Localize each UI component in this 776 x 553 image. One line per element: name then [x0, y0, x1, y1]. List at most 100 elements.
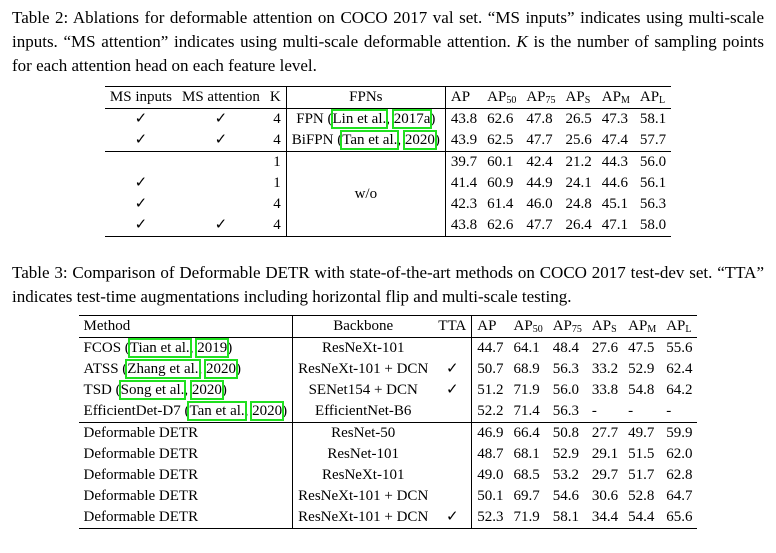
table-cell: 52.9: [552, 446, 579, 462]
table-cell: 71.9: [513, 382, 540, 398]
table-caption: Table 2: Ablations for deformable attent…: [12, 6, 764, 78]
table-cell: 62.6: [487, 111, 514, 127]
table-cell: 27.7: [591, 425, 619, 441]
column-header: APL: [661, 316, 697, 338]
row-group: 1 w/o 39.7 60.1 42.4 21.2 44.3 56.0 ✓ 1 41.4 60.9 44…: [104, 151, 672, 237]
table-cell: ✓: [134, 175, 148, 191]
table-cell: 52.8: [628, 488, 655, 504]
table-cell: ATSS (Zhang et al., 2020): [78, 359, 294, 380]
table-cell: 58.1: [639, 111, 667, 127]
table-cell: 50.8: [552, 425, 579, 441]
text-segment: ,: [184, 382, 192, 398]
metric-subscript: S: [611, 324, 617, 335]
table-cell: ✓: [214, 111, 228, 127]
table-cell: ✓: [134, 132, 148, 148]
table-row: Deformable DETR ResNet-101 48.7 68.1 52.9 29.…: [78, 444, 698, 465]
table-cell: 25.6: [565, 132, 592, 148]
text-segment: ): [282, 403, 288, 419]
table-cell: 60.9: [487, 175, 514, 191]
citation-link: 2020: [250, 401, 285, 421]
table-header: Method Backbone TTA AP AP50 AP75 APS APM APL: [78, 315, 698, 338]
table-cell: 60.1: [487, 154, 514, 170]
citation-link: Lin et al.: [330, 109, 389, 129]
empty-cell: [433, 422, 473, 444]
table-cell: 64.1: [513, 340, 540, 356]
table-cell: 68.9: [513, 361, 540, 377]
table-cell: 34.4: [591, 509, 619, 525]
caption-text: is the number of sampling points for eac…: [12, 32, 765, 75]
table-cell: Deformable DETR: [78, 444, 294, 465]
table-cell: EfficientDet-D7 (Tan et al., 2020): [78, 401, 294, 423]
table-row: ✓ 1 41.4 60.9 44.9 24.1 44.6 56.1: [105, 173, 671, 194]
table-cell: 47.1: [601, 217, 629, 233]
table-cell: 48.4: [552, 340, 579, 356]
table-cell: Deformable DETR: [78, 507, 294, 529]
table-cell: 42.3: [450, 196, 478, 212]
metric-name: AP: [526, 89, 546, 105]
table-cell: 52.9: [628, 361, 655, 377]
table-cell: ✓: [134, 217, 148, 233]
table-cell: 47.5: [628, 340, 655, 356]
table-row: ✓ ✓ 4 BiFPN (Tan et al., 2020) 43.9 62.5 47.7 2…: [105, 130, 671, 152]
table-cell: 68.1: [513, 446, 540, 462]
table-cell: 56.3: [552, 361, 579, 377]
table-cell: SENet154 + DCN: [308, 382, 418, 398]
table-cell: Deformable DETR: [78, 465, 294, 486]
text-segment: ATSS (: [83, 361, 128, 377]
table-header: MS inputs MS attention K FPNs AP AP50 AP75 APS A…: [104, 86, 672, 109]
text-segment: ,: [198, 361, 207, 377]
table-cell: 51.7: [628, 467, 655, 483]
empty-cell: [433, 486, 473, 507]
column-header: AP50: [509, 316, 548, 338]
table-row: FCOS (Tian et al., 2019) ResNeXt-101 44.7 6…: [78, 337, 698, 359]
table-row: ✓ 4 42.3 61.4 46.0 24.8 45.1 56.3: [105, 194, 671, 215]
column-header: APM: [597, 87, 635, 109]
citation-link: 2020: [204, 359, 239, 379]
table-cell: 50.1: [477, 488, 504, 504]
table-cell: 47.7: [526, 217, 553, 233]
table-cell: 47.7: [526, 132, 553, 148]
table-cell: 62.0: [666, 446, 693, 462]
table-cell: 44.3: [601, 154, 629, 170]
table-cell: 46.0: [526, 196, 553, 212]
table-cell: 1: [264, 151, 287, 173]
empty-cell: [433, 465, 473, 486]
table-cell: 48.7: [477, 446, 504, 462]
table-cell: 52.3: [477, 509, 504, 525]
table-cell: ✓: [214, 217, 228, 233]
text-segment: FCOS (: [83, 340, 130, 356]
table-cell: 68.5: [513, 467, 540, 483]
text-segment: ): [221, 382, 227, 398]
citation-link: Tan et al.: [340, 130, 400, 150]
table-cell: -: [666, 403, 672, 419]
table-cell: 61.4: [487, 196, 514, 212]
caption-text: K: [516, 32, 528, 51]
metric-subscript: L: [685, 324, 692, 335]
metric-subscript: S: [584, 95, 591, 106]
table-cell: 41.4: [450, 175, 478, 191]
column-header: AP75: [521, 87, 560, 109]
table-cell: ✓: [433, 359, 473, 380]
header-row: MS inputs MS attention K FPNs AP AP50 AP75 APS A…: [104, 86, 672, 109]
table-cell: ResNeXt-101 + DCN: [298, 488, 429, 504]
table-caption: Table 3: Comparison of Deformable DETR w…: [12, 261, 764, 309]
table-cell: 51.5: [628, 446, 655, 462]
table-cell: 43.9: [450, 132, 478, 148]
table-row: TSD (Song et al., 2020) SENet154 + DCN ✓ 51…: [78, 380, 698, 401]
metric-name: AP: [639, 89, 660, 105]
citation-link: 2017a: [391, 109, 433, 129]
table-cell: 65.6: [666, 509, 693, 525]
citation-link: Song et al.: [118, 380, 187, 400]
empty-cell: [105, 152, 177, 174]
table-cell: 71.9: [513, 509, 540, 525]
table-cell: 21.2: [565, 154, 592, 170]
column-header: APS: [587, 316, 623, 338]
metric-subscript: M: [620, 95, 630, 106]
table-cell: 24.1: [565, 175, 592, 191]
table-cell: 69.7: [513, 488, 540, 504]
row-group: FCOS (Tian et al., 2019) ResNeXt-101 44.7 6…: [78, 337, 698, 423]
table-cell: 58.1: [552, 509, 579, 525]
table-cell: 43.8: [450, 111, 478, 127]
table-cell: 43.8: [450, 217, 478, 233]
table-cell: ResNet-50: [331, 425, 396, 441]
